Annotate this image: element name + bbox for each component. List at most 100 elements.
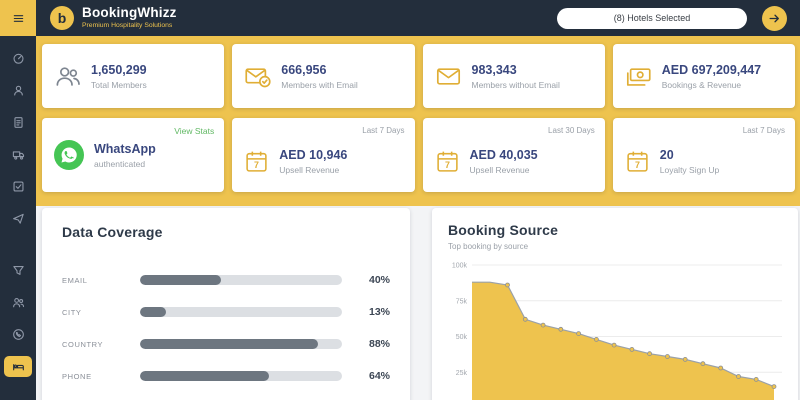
stat-label: Total Members [91, 79, 147, 90]
svg-text:7: 7 [635, 159, 640, 169]
svg-text:100k: 100k [452, 263, 468, 270]
coverage-bar [140, 275, 342, 285]
stat-label: Members with Email [281, 79, 358, 90]
coverage-rows: EMAIL 40% CITY 13% COUNTRY 88% PHONE 64% [62, 264, 390, 392]
period-badge: Last 7 Days [362, 126, 405, 135]
booking-source-panel: Booking Source Top booking by source 100… [432, 208, 798, 400]
coverage-value: 64% [368, 370, 390, 382]
widget-label: Upsell Revenue [469, 164, 530, 175]
coverage-row: EMAIL 40% [62, 264, 390, 296]
svg-text:7: 7 [254, 159, 259, 169]
coverage-label: CITY [62, 307, 82, 317]
brand-block: BookingWhizz Premium Hospitality Solutio… [82, 5, 177, 30]
stat-text: 666,956 Members with Email [281, 63, 358, 90]
coverage-bar [140, 339, 342, 349]
widget-text: 20 Loyalty Sign Up [660, 148, 720, 175]
whatsapp-icon [54, 140, 84, 170]
widgets-row: View Stats WhatsApp authenticated Last 7… [42, 118, 795, 192]
widget-text: WhatsApp authenticated [94, 142, 156, 169]
coverage-label: COUNTRY [62, 339, 104, 349]
tasks-icon[interactable] [4, 176, 32, 197]
go-button[interactable] [762, 5, 787, 31]
widget-text: AED 40,035 Upsell Revenue [470, 148, 538, 175]
stat-text: 1,650,299 Total Members [91, 63, 147, 90]
guests-icon[interactable] [4, 292, 32, 313]
coverage-bar [140, 371, 342, 381]
revenue-icon [625, 63, 652, 90]
widget-body: 7 20 Loyalty Sign Up [625, 134, 783, 188]
brand-tagline: Premium Hospitality Solutions [82, 22, 173, 30]
truck-icon[interactable] [4, 144, 32, 165]
widget-body: WhatsApp authenticated [54, 128, 212, 182]
email-check-icon [244, 63, 271, 90]
upsell-30d-card: Last 30 Days 7 AED 40,035 Upsell Revenue [422, 118, 605, 192]
upsell-7d-card: Last 7 Days 7 AED 10,946 Upsell Revenue [232, 118, 415, 192]
brand-name: BookingWhizz [82, 5, 177, 21]
widget-label: Upsell Revenue [279, 164, 340, 175]
dashboard-icon[interactable] [4, 48, 32, 69]
panel-title: Booking Source [448, 222, 559, 238]
svg-text:7: 7 [445, 159, 450, 169]
brand-logo: b [50, 6, 74, 30]
filter-icon[interactable] [4, 260, 32, 281]
stat-card-members-with-email: 666,956 Members with Email [232, 44, 415, 108]
widget-body: 7 AED 40,035 Upsell Revenue [435, 134, 593, 188]
widget-value: AED 10,946 [279, 147, 348, 162]
svg-text:75k: 75k [456, 298, 468, 305]
stat-value: AED 697,209,447 [661, 62, 762, 77]
coverage-bar [140, 307, 342, 317]
svg-text:50k: 50k [456, 334, 468, 341]
widget-title: WhatsApp [94, 141, 156, 156]
whatsapp-card: View Stats WhatsApp authenticated [42, 118, 225, 192]
stat-card-total-members: 1,650,299 Total Members [42, 44, 225, 108]
stat-text: AED 697,209,447 Bookings & Revenue [662, 63, 761, 90]
widget-text: AED 10,946 Upsell Revenue [279, 148, 347, 175]
members-icon [54, 63, 81, 90]
stat-label: Bookings & Revenue [661, 79, 742, 90]
send-icon[interactable] [4, 208, 32, 229]
coverage-label: EMAIL [62, 275, 88, 285]
calendar-icon: 7 [244, 149, 269, 174]
sidebar [0, 0, 36, 400]
stat-text: 983,343 Members without Email [472, 63, 560, 90]
coverage-row: COUNTRY 88% [62, 328, 390, 360]
data-coverage-panel: Data Coverage EMAIL 40% CITY 13% COUNTRY 88% P… [42, 208, 410, 400]
coverage-row: CITY 13% [62, 296, 390, 328]
arrow-right-icon [768, 12, 781, 25]
whatsapp-icon[interactable] [4, 324, 32, 345]
loyalty-signup-card: Last 7 Days 7 20 Loyalty Sign Up [612, 118, 795, 192]
hotels-select[interactable]: (8) Hotels Selected [557, 7, 747, 29]
period-badge: Last 30 Days [548, 126, 595, 135]
calendar-icon: 7 [625, 149, 650, 174]
stat-value: 983,343 [471, 62, 517, 77]
coverage-value: 40% [368, 274, 390, 286]
widget-label: Loyalty Sign Up [659, 164, 720, 175]
coverage-value: 13% [368, 306, 390, 318]
svg-text:25k: 25k [456, 370, 468, 377]
coverage-row: PHONE 64% [62, 360, 390, 392]
menu-icon[interactable] [0, 0, 36, 36]
widget-value: 20 [659, 147, 674, 162]
rooms-icon[interactable] [4, 356, 32, 377]
stat-value: 666,956 [281, 62, 327, 77]
widget-value: AED 40,035 [469, 147, 538, 162]
stat-value: 1,650,299 [91, 62, 147, 77]
panel-subtitle: Top booking by source [448, 242, 529, 251]
stats-row: 1,650,299 Total Members 666,956 Members … [42, 44, 795, 108]
period-badge: Last 7 Days [742, 126, 785, 135]
email-icon [435, 63, 462, 90]
coverage-label: PHONE [62, 371, 92, 381]
document-icon[interactable] [4, 112, 32, 133]
stat-card-members-without-email: 983,343 Members without Email [422, 44, 605, 108]
top-header: b BookingWhizz Premium Hospitality Solut… [36, 0, 800, 36]
sidebar-nav [0, 36, 36, 377]
calendar-icon: 7 [435, 149, 460, 174]
stat-label: Members without Email [471, 79, 560, 90]
booking-source-chart: 100k 75k 50k 25k [448, 255, 782, 400]
stat-card-bookings-revenue: AED 697,209,447 Bookings & Revenue [612, 44, 795, 108]
panel-title: Data Coverage [62, 224, 163, 240]
view-stats-link[interactable]: View Stats [174, 126, 215, 136]
users-icon[interactable] [4, 80, 32, 101]
widget-subtitle: authenticated [94, 158, 146, 169]
